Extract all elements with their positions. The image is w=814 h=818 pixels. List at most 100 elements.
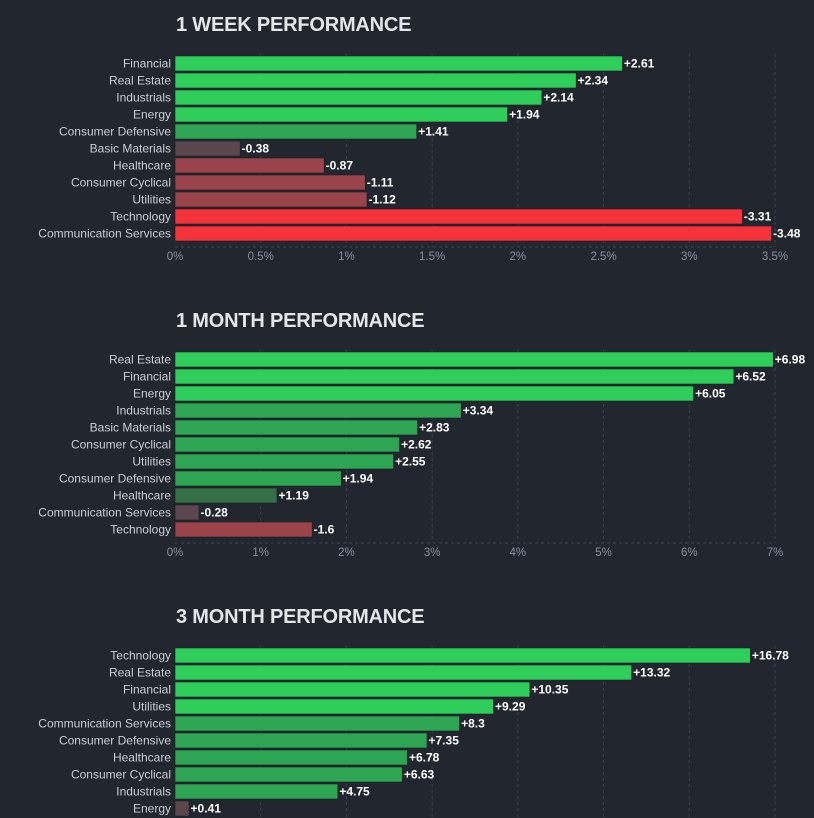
bar bbox=[174, 419, 418, 436]
tick-label: 1% bbox=[338, 251, 355, 263]
bar bbox=[174, 140, 241, 157]
value-label: +1.94 bbox=[509, 108, 540, 122]
category-label: Financial bbox=[123, 683, 171, 697]
bar bbox=[174, 402, 462, 419]
value-label: +2.83 bbox=[419, 421, 450, 435]
category-label: Technology bbox=[110, 523, 171, 537]
category-label: Real Estate bbox=[109, 353, 171, 367]
bar bbox=[174, 351, 774, 368]
category-label: Real Estate bbox=[109, 74, 171, 88]
bar bbox=[174, 504, 200, 521]
category-label: Technology bbox=[110, 210, 171, 224]
value-label: +10.35 bbox=[531, 683, 568, 697]
value-label: +6.05 bbox=[695, 387, 726, 401]
bar bbox=[174, 698, 494, 715]
category-label: Real Estate bbox=[109, 666, 171, 680]
category-label: Communication Services bbox=[38, 227, 171, 241]
value-label: +1.19 bbox=[279, 489, 310, 503]
bar bbox=[174, 191, 368, 208]
value-label: -3.31 bbox=[744, 210, 772, 224]
category-label: Energy bbox=[133, 802, 171, 816]
bar bbox=[174, 681, 531, 698]
bar bbox=[174, 715, 460, 732]
tick-label: 7% bbox=[767, 547, 784, 559]
bar bbox=[174, 55, 623, 72]
category-label: Consumer Cyclical bbox=[71, 438, 171, 452]
value-label: +7.35 bbox=[429, 734, 460, 748]
panel-title: 3 MONTH PERFORMANCE bbox=[176, 606, 425, 628]
value-label: +2.14 bbox=[543, 91, 574, 105]
value-label: +9.29 bbox=[495, 700, 526, 714]
bar bbox=[174, 436, 400, 453]
value-label: +8.3 bbox=[461, 717, 485, 731]
bar bbox=[174, 521, 313, 538]
bar bbox=[174, 800, 190, 817]
tick-label: 6% bbox=[681, 547, 698, 559]
bar bbox=[174, 123, 418, 140]
value-label: +6.78 bbox=[409, 751, 440, 765]
value-label: +3.34 bbox=[463, 404, 494, 418]
category-label: Energy bbox=[133, 387, 171, 401]
bar bbox=[174, 208, 743, 225]
category-label: Healthcare bbox=[113, 489, 171, 503]
value-label: +13.32 bbox=[633, 666, 670, 680]
category-label: Healthcare bbox=[113, 159, 171, 173]
bar bbox=[174, 174, 366, 191]
tick-label: 3% bbox=[424, 547, 441, 559]
value-label: -3.48 bbox=[773, 227, 801, 241]
value-label: -1.6 bbox=[314, 523, 335, 537]
three-month-performance-chart: Technology +16.78 Real Estate +13.32 Financi… bbox=[38, 646, 789, 818]
category-label: Energy bbox=[133, 108, 171, 122]
tick-label: 5% bbox=[595, 547, 612, 559]
value-label: +16.78 bbox=[752, 649, 789, 663]
category-label: Technology bbox=[110, 649, 171, 663]
week-performance-chart: Financial +2.61 Real Estate +2.34 Industrial… bbox=[38, 54, 801, 263]
bar bbox=[174, 225, 772, 242]
category-label: Consumer Defensive bbox=[59, 125, 171, 139]
bar bbox=[174, 106, 508, 123]
value-label: +4.75 bbox=[339, 785, 370, 799]
category-label: Utilities bbox=[132, 193, 171, 207]
tick-label: 0% bbox=[167, 547, 184, 559]
value-label: +0.41 bbox=[191, 802, 222, 816]
tick-label: 0.5% bbox=[248, 251, 274, 263]
value-label: +1.41 bbox=[418, 125, 449, 139]
category-label: Industrials bbox=[116, 785, 171, 799]
panel-title: 1 WEEK PERFORMANCE bbox=[176, 14, 412, 36]
category-label: Healthcare bbox=[113, 751, 171, 765]
bar bbox=[174, 368, 735, 385]
category-label: Communication Services bbox=[38, 717, 171, 731]
bar bbox=[174, 664, 632, 681]
category-label: Consumer Defensive bbox=[59, 472, 171, 486]
bar bbox=[174, 470, 342, 487]
tick-label: 2% bbox=[338, 547, 355, 559]
bar bbox=[174, 749, 408, 766]
value-label: -0.87 bbox=[326, 159, 354, 173]
panel-title: 1 MONTH PERFORMANCE bbox=[176, 310, 425, 332]
category-label: Consumer Cyclical bbox=[71, 768, 171, 782]
value-label: -1.12 bbox=[369, 193, 397, 207]
value-label: +2.61 bbox=[624, 57, 655, 71]
tick-label: 0% bbox=[167, 251, 184, 263]
value-label: -0.28 bbox=[201, 506, 229, 520]
bar bbox=[174, 732, 428, 749]
value-label: +2.34 bbox=[578, 74, 609, 88]
value-label: +2.62 bbox=[401, 438, 432, 452]
bar bbox=[174, 89, 543, 106]
tick-label: 1.5% bbox=[419, 251, 445, 263]
category-label: Consumer Defensive bbox=[59, 734, 171, 748]
value-label: +1.94 bbox=[343, 472, 374, 486]
category-label: Financial bbox=[123, 57, 171, 71]
category-label: Financial bbox=[123, 370, 171, 384]
value-label: +6.98 bbox=[775, 353, 806, 367]
tick-label: 2% bbox=[510, 251, 527, 263]
bar bbox=[174, 453, 394, 470]
category-label: Basic Materials bbox=[90, 142, 171, 156]
month-performance-chart: Real Estate +6.98 Financial +6.52 Energy +6.0… bbox=[38, 350, 806, 559]
tick-label: 3.5% bbox=[762, 251, 788, 263]
category-label: Utilities bbox=[132, 700, 171, 714]
value-label: +2.55 bbox=[395, 455, 426, 469]
tick-label: 3% bbox=[681, 251, 698, 263]
category-label: Consumer Cyclical bbox=[71, 176, 171, 190]
